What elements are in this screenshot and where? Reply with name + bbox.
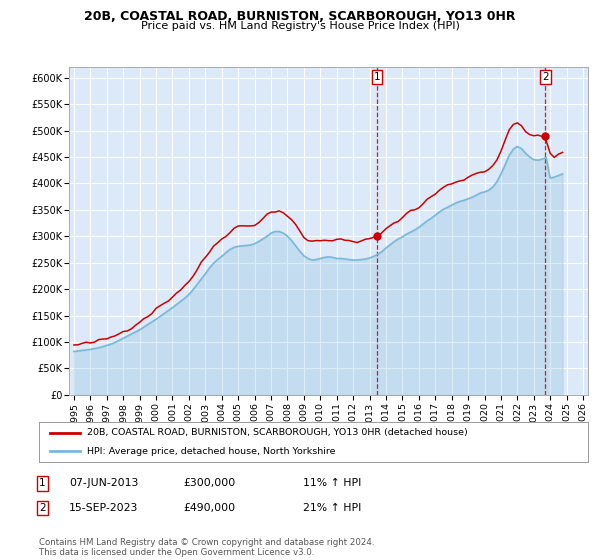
Text: 07-JUN-2013: 07-JUN-2013 <box>69 478 139 488</box>
Text: 2: 2 <box>39 503 46 513</box>
Text: 2: 2 <box>542 72 549 82</box>
Text: HPI: Average price, detached house, North Yorkshire: HPI: Average price, detached house, Nort… <box>88 447 336 456</box>
Text: Contains HM Land Registry data © Crown copyright and database right 2024.
This d: Contains HM Land Registry data © Crown c… <box>39 538 374 557</box>
Text: 1: 1 <box>373 72 380 82</box>
Text: £300,000: £300,000 <box>183 478 235 488</box>
Text: £490,000: £490,000 <box>183 503 235 513</box>
Text: 15-SEP-2023: 15-SEP-2023 <box>69 503 139 513</box>
Text: 1: 1 <box>39 478 46 488</box>
Text: 20B, COASTAL ROAD, BURNISTON, SCARBOROUGH, YO13 0HR: 20B, COASTAL ROAD, BURNISTON, SCARBOROUG… <box>84 10 516 23</box>
Text: 21% ↑ HPI: 21% ↑ HPI <box>303 503 361 513</box>
Text: 20B, COASTAL ROAD, BURNISTON, SCARBOROUGH, YO13 0HR (detached house): 20B, COASTAL ROAD, BURNISTON, SCARBOROUG… <box>88 428 468 437</box>
Text: 11% ↑ HPI: 11% ↑ HPI <box>303 478 361 488</box>
Text: Price paid vs. HM Land Registry's House Price Index (HPI): Price paid vs. HM Land Registry's House … <box>140 21 460 31</box>
